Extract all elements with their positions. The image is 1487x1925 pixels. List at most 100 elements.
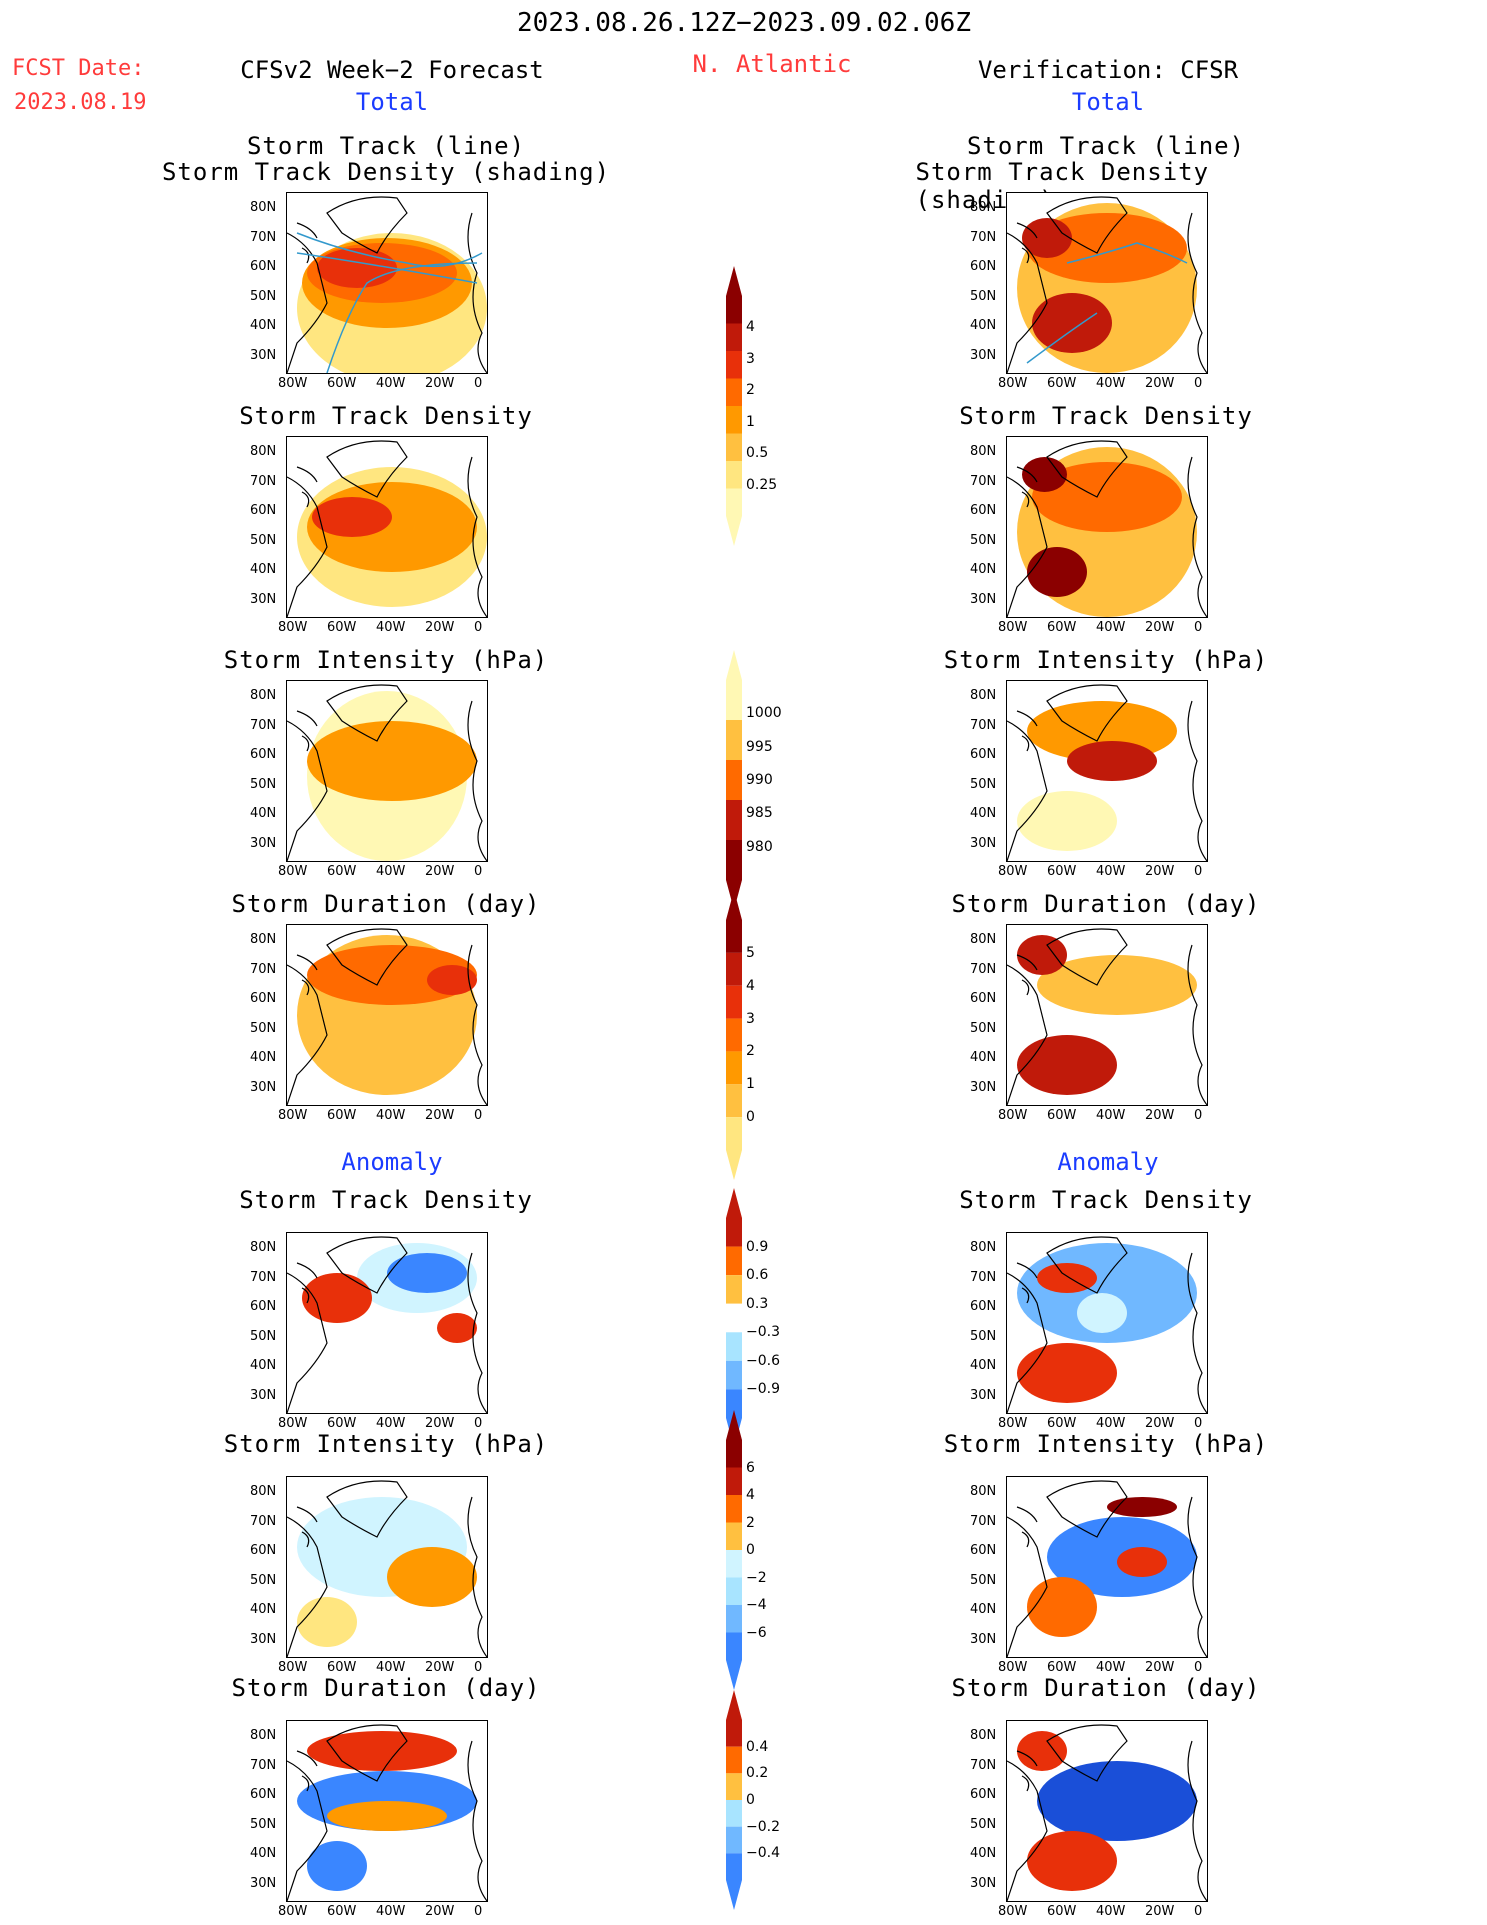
- lat-tick-label: 60N: [250, 1543, 277, 1558]
- lat-tick-label: 60N: [970, 1787, 997, 1802]
- coastline: [1016, 1506, 1038, 1548]
- colorbar-segment: [726, 1746, 742, 1774]
- colorbar-duration_anom: [726, 1690, 742, 1910]
- lat-tick-label: 60N: [250, 259, 277, 274]
- shading-region: [312, 497, 392, 537]
- colorbar-label: 0.3: [746, 1295, 769, 1312]
- colorbar-segment: [726, 1632, 742, 1660]
- lon-tick-label: 80W: [278, 1660, 308, 1675]
- coastline: [467, 1252, 487, 1413]
- left-map-r2: [286, 436, 488, 618]
- colorbar-segment: [726, 406, 742, 434]
- lon-tick-label: 80W: [998, 1108, 1028, 1123]
- panel-title: Storm Track Density: [959, 1186, 1253, 1214]
- total-left-label: Total: [355, 88, 429, 116]
- lon-tick-label: 40W: [1096, 1660, 1126, 1675]
- lon-tick-label: 0: [474, 864, 483, 879]
- shading-region: [1067, 741, 1157, 781]
- lat-tick-label: 80N: [250, 1240, 277, 1255]
- colorbar-segment: [726, 1389, 742, 1418]
- coastline: [296, 954, 318, 996]
- lat-tick-label: 50N: [250, 776, 277, 792]
- lon-tick-label: 60W: [1047, 864, 1077, 879]
- panel-title: Storm Duration (day): [231, 890, 541, 918]
- colorbar-segment: [726, 1853, 742, 1880]
- panel-title: Storm Intensity (hPa): [223, 1430, 549, 1458]
- lon-tick-label: 40W: [376, 1108, 406, 1123]
- coastline: [296, 466, 318, 508]
- colorbar-segment: [726, 1605, 742, 1633]
- lat-tick-label: 70N: [250, 1513, 277, 1529]
- colorbar-bottom-arrow: [726, 1880, 742, 1910]
- colorbar-segment: [726, 1522, 742, 1550]
- lat-tick-label: 40N: [970, 1602, 997, 1617]
- lat-tick-label: 50N: [970, 288, 997, 304]
- lat-tick-label: 50N: [250, 532, 277, 548]
- colorbar-segment: [726, 1800, 742, 1827]
- coastline: [326, 1480, 408, 1538]
- colorbar-label: 980: [746, 838, 773, 855]
- colorbar-label: −2: [746, 1569, 767, 1586]
- colorbar-segment: [726, 323, 742, 351]
- lon-tick-label: 20W: [425, 376, 455, 391]
- map-svg: [287, 1236, 487, 1413]
- lat-tick-label: 80N: [250, 932, 277, 947]
- colorbar-intensity_total: [726, 650, 742, 910]
- coastline: [287, 964, 328, 1105]
- lat-tick-label: 70N: [970, 1269, 997, 1285]
- colorbar-segment: [726, 1360, 742, 1390]
- colorbar-bottom-arrow: [726, 516, 742, 546]
- colorbar-segment: [726, 1826, 742, 1854]
- colorbar-label: 1: [746, 1076, 755, 1093]
- lon-tick-label: 20W: [1145, 1416, 1175, 1431]
- lat-tick-label: 40N: [250, 806, 277, 821]
- left-map-r3: [286, 680, 488, 862]
- lat-tick-label: 80N: [250, 444, 277, 459]
- colorbar-label: −0.9: [746, 1381, 780, 1398]
- lat-tick-label: 70N: [250, 1269, 277, 1285]
- lon-tick-label: 40W: [1096, 1108, 1126, 1123]
- colorbar-segment: [726, 680, 742, 720]
- coastline: [467, 1496, 487, 1657]
- left-map-r1: [286, 192, 488, 374]
- left-map-r5: [286, 1232, 488, 1414]
- colorbar-label: 0: [746, 1109, 755, 1126]
- colorbar-duration_total: [726, 890, 742, 1180]
- shading-region: [1027, 1577, 1097, 1637]
- anomaly-left-label: Anomaly: [341, 1148, 443, 1176]
- lat-tick-label: 50N: [250, 1572, 277, 1588]
- coastline: [1046, 928, 1128, 986]
- panel-title: Storm Intensity (hPa): [223, 646, 549, 674]
- colorbar-label: 4: [746, 319, 755, 336]
- coastline: [326, 928, 408, 986]
- lat-tick-label: 50N: [250, 1328, 277, 1344]
- coastline: [296, 1506, 318, 1548]
- colorbar-segment: [726, 1440, 742, 1468]
- coastline: [1007, 1516, 1048, 1657]
- shading-region: [327, 1801, 447, 1831]
- right-map-r4: [1006, 924, 1208, 1106]
- coastline: [1187, 1496, 1207, 1657]
- colorbar-segment: [726, 296, 742, 324]
- colorbar-segment: [726, 351, 742, 379]
- lon-tick-label: 0: [1194, 1904, 1203, 1919]
- lat-tick-label: 30N: [970, 1079, 997, 1095]
- lat-tick-label: 40N: [250, 1358, 277, 1373]
- coastline: [326, 684, 408, 742]
- coastline: [467, 1740, 487, 1901]
- shading-region: [1022, 218, 1072, 258]
- right-map-r5: [1006, 1232, 1208, 1414]
- coastline: [1046, 1724, 1128, 1782]
- lon-tick-label: 80W: [998, 1660, 1028, 1675]
- colorbar-intensity_anom: [726, 1410, 742, 1690]
- colorbar-label: 2: [746, 1514, 755, 1531]
- coastline: [326, 1236, 408, 1294]
- lat-tick-label: 50N: [970, 1328, 997, 1344]
- lon-tick-label: 20W: [425, 1660, 455, 1675]
- lon-tick-label: 60W: [327, 620, 357, 635]
- lat-tick-label: 40N: [970, 562, 997, 577]
- anomaly-right-label: Anomaly: [1057, 1148, 1159, 1176]
- coastline: [296, 1262, 318, 1304]
- lat-tick-label: 60N: [250, 1299, 277, 1314]
- coastline: [1016, 222, 1038, 264]
